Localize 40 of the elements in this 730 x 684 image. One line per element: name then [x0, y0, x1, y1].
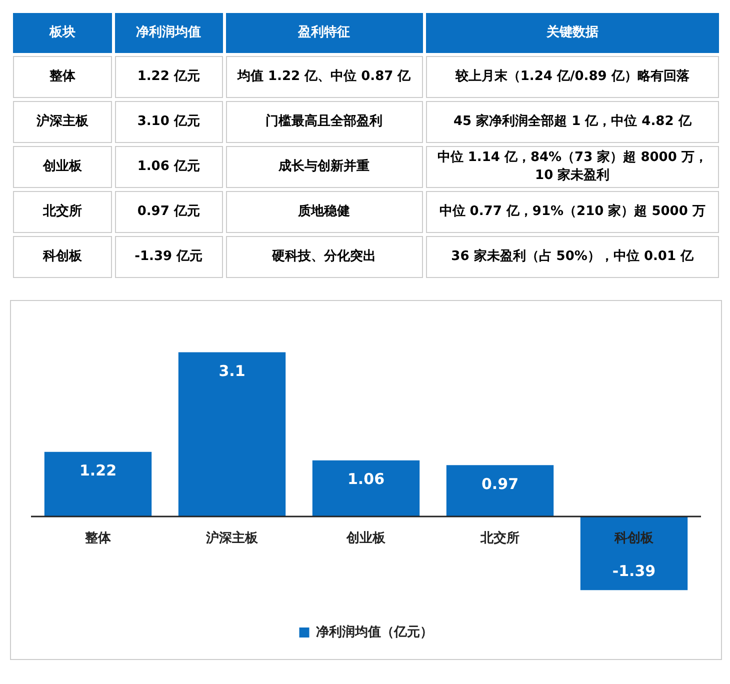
bar — [446, 465, 554, 516]
category-label: 关键数据 — [426, 13, 719, 53]
category-label: 盈利特征 — [226, 13, 423, 53]
category-label: 板块 — [13, 13, 112, 53]
text: 中位 1.14 亿，84%（73 家）超 8000 万，10 家未盈利 — [437, 150, 708, 183]
bar — [178, 352, 286, 516]
data-label: 1.22 — [79, 462, 117, 480]
bar — [580, 516, 688, 590]
text: 质地稳健 — [298, 204, 350, 219]
text: 1.22 亿元 — [137, 69, 200, 84]
text: 成长与创新并重 — [278, 159, 370, 174]
x-tick-label: 创业板 — [346, 530, 386, 546]
category-label: 沪深主板 — [36, 114, 88, 129]
data-label: 1.06 — [347, 470, 385, 488]
data-label: 0.97 — [481, 474, 519, 493]
category-label: 整体 — [49, 69, 76, 84]
text: 门槛最高且全部盈利 — [266, 114, 383, 129]
category-label: 创业板 — [42, 159, 82, 174]
category-label: 北交所 — [42, 204, 82, 219]
text: 45 家净利润全部超 1 亿，中位 4.82 亿 — [453, 114, 692, 129]
text: 3.10 亿元 — [137, 114, 200, 129]
bar — [312, 460, 420, 516]
text: 36 家未盈利（占 50%），中位 0.01 亿 — [451, 249, 694, 264]
text: 均值 1.22 亿、中位 0.87 亿 — [237, 69, 411, 84]
text: 0.97 亿元 — [137, 204, 200, 219]
text: 中位 0.77 亿，91%（210 家）超 5000 万 — [439, 204, 706, 219]
category-label: 净利润均值 — [114, 13, 223, 53]
data-label: 3.1 — [218, 362, 246, 380]
bar — [44, 452, 152, 516]
x-tick-label: 沪深主板 — [205, 530, 259, 546]
x-tick-label: 科创板 — [614, 530, 654, 546]
x-tick-label: 整体 — [84, 530, 112, 546]
x-tick-label: 北交所 — [480, 530, 520, 546]
text: 1.06 亿元 — [137, 159, 200, 174]
category-label: 科创板 — [42, 249, 82, 264]
data-label: -1.39 — [612, 562, 656, 580]
text: 较上月末（1.24 亿/0.89 亿）略有回落 — [455, 69, 690, 84]
legend-label: 净利润均值（亿元） — [316, 624, 433, 640]
text: -1.39 亿元 — [134, 249, 203, 264]
text: 硬科技、分化突出 — [272, 249, 376, 264]
